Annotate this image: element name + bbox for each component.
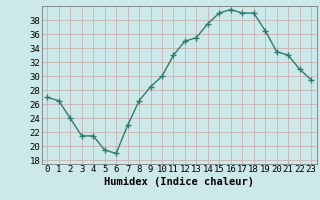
X-axis label: Humidex (Indice chaleur): Humidex (Indice chaleur) [104,177,254,187]
